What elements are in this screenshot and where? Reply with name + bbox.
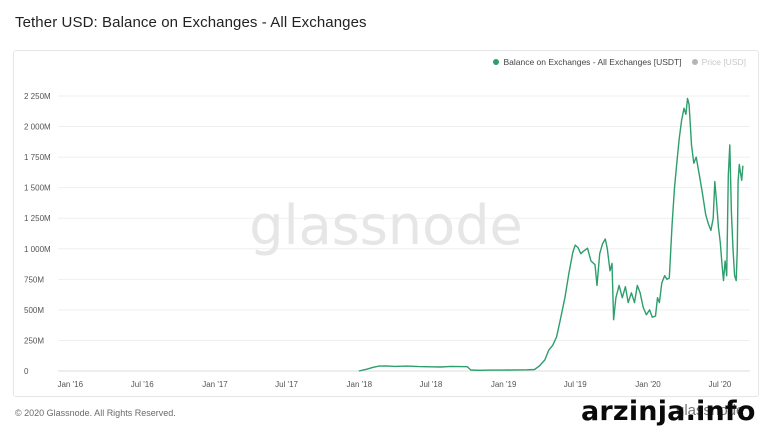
x-tick-label: Jul '16 — [131, 380, 154, 389]
x-tick-label: Jan '18 — [347, 380, 373, 389]
series-line-balance — [358, 97, 744, 372]
y-tick-label: 1 500M — [24, 184, 51, 193]
overlay-stamp: arzinja.info — [581, 396, 756, 427]
x-tick-label: Jul '17 — [275, 380, 298, 389]
legend-dot-price — [691, 59, 698, 65]
footer-logo: glassnode — [676, 402, 745, 419]
legend-label-balance: Balance on Exchanges - All Exchanges [US… — [503, 57, 682, 67]
y-tick-label: 1 000M — [24, 245, 51, 254]
watermark-text: glassnode — [249, 194, 522, 257]
x-tick-label: Jul '18 — [419, 380, 442, 389]
y-tick-label: 1 750M — [24, 153, 51, 162]
chart-panel — [13, 50, 759, 397]
x-tick-label: Jan '16 — [57, 380, 83, 389]
x-tick-label: Jan '20 — [635, 380, 661, 389]
legend-item-balance[interactable]: Balance on Exchanges - All Exchanges [US… — [493, 57, 682, 67]
x-tick-label: Jul '20 — [709, 380, 732, 389]
x-axis: Jan '16 Jul '16 Jan '17 Jul '17 Jan '18 Jul '… — [57, 380, 731, 389]
legend-item-price[interactable]: Price [USD] — [691, 57, 746, 67]
y-tick-label: 2 250M — [24, 92, 51, 101]
chart-title: Tether USD: Balance on Exchanges - All E… — [15, 14, 367, 31]
y-tick-label: 250M — [24, 336, 44, 345]
y-tick-label: 2 000M — [24, 123, 51, 132]
y-axis: 0 250M 500M 750M 1 000M 1 250M 1 500M 1 750M 2 0… — [24, 92, 51, 376]
x-tick-label: Jan '19 — [491, 380, 517, 389]
footer-copyright: © 2020 Glassnode. All Rights Reserved. — [15, 408, 176, 418]
legend-label-price: Price [USD] — [701, 57, 746, 67]
series-layer — [358, 97, 744, 372]
x-tick-label: Jul '19 — [564, 380, 587, 389]
y-tick-label: 1 250M — [24, 214, 51, 223]
y-tick-label: 0 — [24, 367, 29, 376]
grid — [58, 95, 750, 372]
legend: Balance on Exchanges - All Exchanges [US… — [493, 57, 746, 67]
y-tick-label: 500M — [24, 306, 44, 315]
x-tick-label: Jan '17 — [202, 380, 228, 389]
y-tick-label: 750M — [24, 275, 44, 284]
legend-dot-balance — [493, 59, 500, 65]
